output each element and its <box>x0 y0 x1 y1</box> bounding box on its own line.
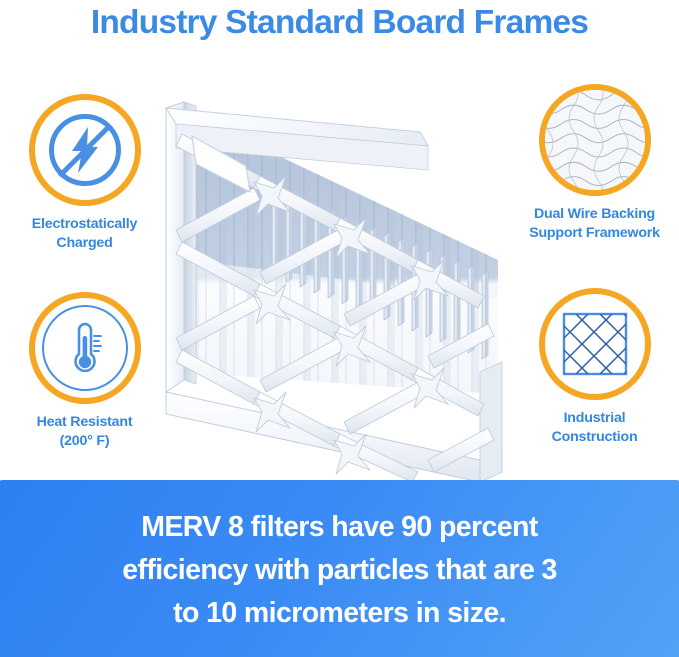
feature-caption-line2: (200° F) <box>59 433 110 449</box>
feature-caption-line1: Heat Resistant <box>36 414 133 430</box>
banner-text: MERV 8 filters have 90 percent efficienc… <box>40 506 640 635</box>
feature-dual-wire-backing: Dual Wire Backing Support Framework <box>512 84 677 243</box>
feature-heat-resistant: Heat Resistant (200° F) <box>2 292 167 451</box>
feature-caption-line1: Dual Wire Backing <box>533 206 656 222</box>
feature-caption-line2: Charged <box>56 235 113 251</box>
feature-caption-line2: Support Framework <box>529 225 660 241</box>
feature-caption: Heat Resistant (200° F) <box>2 413 167 451</box>
lightning-bolt-no-static-icon <box>35 100 135 200</box>
feature-icon-ring <box>538 288 651 400</box>
lattice-grid-icon <box>545 294 645 394</box>
feature-electrostatically-charged: Electrostatically Charged <box>2 94 167 253</box>
banner-line-2: efficiency with particles that are 3 <box>122 554 557 586</box>
thermometer-icon <box>35 298 135 398</box>
feature-caption-line1: Electrostatically <box>31 216 138 232</box>
banner-line-1: MERV 8 filters have 90 percent <box>141 511 538 543</box>
feature-icon-ring <box>538 84 651 196</box>
feature-caption: Industrial Construction <box>512 409 677 447</box>
feature-icon-ring <box>28 94 141 206</box>
feature-icon-ring <box>28 292 141 404</box>
merv-claim-banner: MERV 8 filters have 90 percent efficienc… <box>0 480 679 657</box>
feature-caption: Electrostatically Charged <box>2 215 167 253</box>
feature-industrial-construction: Industrial Construction <box>512 288 677 447</box>
page-title: Industry Standard Board Frames <box>90 4 589 41</box>
wire-mesh-photo-icon <box>544 90 645 190</box>
product-image-air-filter <box>150 72 510 483</box>
feature-caption-line2: Construction <box>551 429 638 445</box>
feature-caption-line1: Industrial <box>563 410 626 426</box>
banner-line-3: to 10 micrometers in size. <box>173 597 506 629</box>
feature-caption: Dual Wire Backing Support Framework <box>512 205 677 243</box>
